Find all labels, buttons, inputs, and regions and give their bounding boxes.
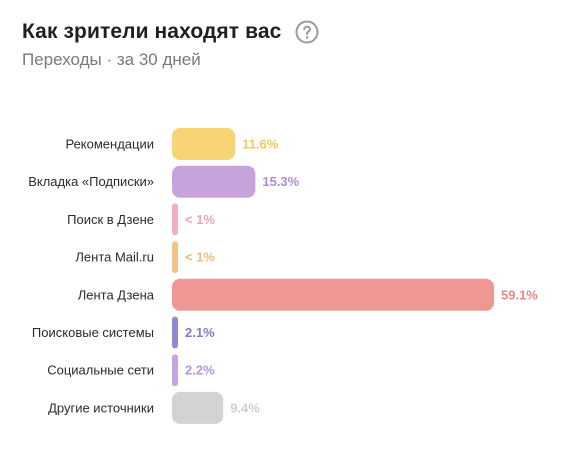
category-label: Лента Mail.ru (75, 250, 154, 265)
card-subtitle: Переходы · за 30 дней (22, 50, 201, 69)
bar[interactable] (172, 203, 178, 236)
value-label: < 1% (185, 250, 215, 265)
value-label: 2.2% (185, 363, 215, 378)
value-label: 11.6% (242, 137, 279, 152)
category-label: Рекомендации (65, 137, 154, 152)
category-label: Социальные сети (47, 363, 154, 378)
card-header: Как зрители находят вас Переходы · за 30… (22, 16, 554, 70)
bar[interactable] (172, 278, 494, 311)
category-label: Поисковые системы (32, 325, 154, 340)
value-label: 2.1% (185, 325, 215, 340)
category-label: Лента Дзена (78, 287, 155, 302)
value-label: 15.3% (262, 174, 299, 189)
bar[interactable] (172, 316, 178, 349)
value-label: 59.1% (501, 287, 538, 302)
category-label: Другие источники (48, 400, 154, 415)
bar[interactable] (172, 165, 256, 198)
value-label: 9.4% (230, 400, 260, 415)
bar[interactable] (172, 128, 236, 160)
bar[interactable] (172, 391, 224, 424)
card-title: Как зрители находят вас (22, 20, 282, 43)
value-label: < 1% (185, 212, 215, 227)
bar[interactable] (172, 354, 178, 387)
title-row: Как зрители находят вас (22, 16, 554, 48)
category-label: Вкладка «Подписки» (28, 174, 154, 189)
category-label: Поиск в Дзене (67, 212, 154, 227)
bar[interactable] (172, 241, 178, 274)
question-circle-icon[interactable] (295, 20, 319, 44)
